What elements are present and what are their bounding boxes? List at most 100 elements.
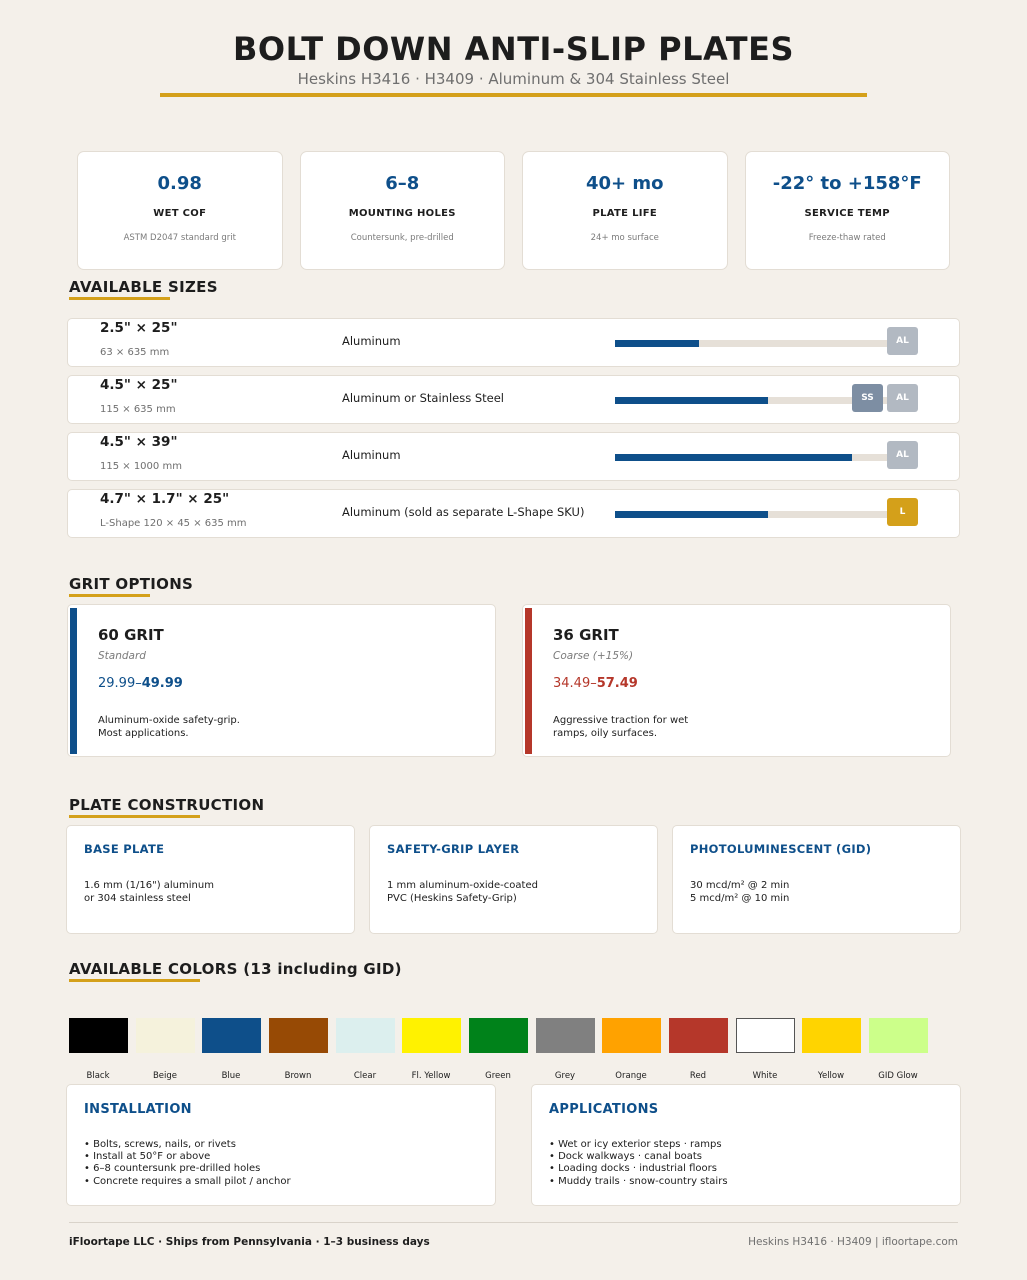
grit-price: 29.99–49.99 [98, 676, 183, 691]
color-swatch [202, 1018, 261, 1053]
color-swatch [469, 1018, 528, 1053]
page-header: BOLT DOWN ANTI-SLIP PLATES Heskins H3416… [0, 30, 1027, 88]
stat-card-plate-life: 40+ mo PLATE LIFE 24+ mo surface [522, 151, 728, 270]
color-label: Orange [615, 1071, 647, 1081]
grit-name: 36 GRIT [553, 626, 619, 644]
grit-type: Coarse (+15%) [553, 650, 634, 662]
price-high: 57.49 [596, 676, 638, 691]
color-label: Black [86, 1071, 110, 1081]
color-swatch [269, 1018, 328, 1053]
size-dimension: 2.5" × 25" [100, 320, 178, 336]
size-dimension: 4.5" × 39" [100, 434, 178, 450]
size-material: Aluminum [342, 334, 401, 348]
list-item: • Wet or icy exterior steps · ramps [549, 1139, 722, 1150]
price-low: 29.99– [98, 676, 142, 691]
size-metric: L-Shape 120 × 45 × 635 mm [100, 518, 247, 529]
construction-title: BASE PLATE [84, 842, 165, 856]
stat-value: 40+ mo [585, 173, 664, 194]
color-label: Brown [284, 1071, 312, 1081]
section-underline [69, 815, 200, 818]
grit-type: Standard [98, 650, 146, 662]
construction-body: 30 mcd/m² @ 2 min 5 mcd/m² @ 10 min [690, 880, 790, 904]
size-bar-track [615, 454, 915, 461]
stat-cards: 0.98 WET COF ASTM D2047 standard grit 6–… [77, 151, 950, 270]
size-material: Aluminum [342, 448, 401, 462]
footer-company: iFloortape LLC · Ships from Pennsylvania… [69, 1236, 430, 1248]
size-bar-track [615, 511, 915, 518]
grit-card-60: 60 GRIT Standard 29.99–49.99 Aluminum-ox… [67, 604, 496, 757]
construction-card-photoluminescent: PHOTOLUMINESCENT (GID) 30 mcd/m² @ 2 min… [672, 825, 961, 934]
grit-name: 60 GRIT [98, 626, 164, 644]
stat-card-mounting-holes: 6–8 MOUNTING HOLES Countersunk, pre-dril… [299, 151, 505, 270]
size-bar-fill [615, 511, 768, 518]
grit-price: 34.49–57.49 [553, 676, 638, 691]
size-row: 2.5" × 25" 63 × 635 mm Aluminum AL [67, 318, 960, 367]
construction-body: 1.6 mm (1/16") aluminum or 304 stainless… [84, 880, 214, 904]
color-swatch [336, 1018, 395, 1053]
size-dimension: 4.5" × 25" [100, 377, 178, 393]
title-underline [160, 93, 867, 97]
size-metric: 115 × 635 mm [100, 404, 176, 415]
color-swatch [536, 1018, 595, 1053]
list-item: • Install at 50°F or above [84, 1151, 211, 1163]
applications-title: APPLICATIONS [549, 1102, 659, 1117]
stat-sub: Countersunk, pre-drilled [350, 233, 454, 243]
construction-title: PHOTOLUMINESCENT (GID) [690, 842, 872, 856]
color-swatch [669, 1018, 728, 1053]
section-underline [69, 594, 150, 597]
size-material: Aluminum or Stainless Steel [342, 391, 505, 405]
stat-card-service-temp: -22° to +158°F SERVICE TEMP Freeze-thaw … [744, 151, 950, 270]
material-badge-al: AL [887, 384, 918, 412]
size-dimension: 4.7" × 1.7" × 25" [100, 491, 230, 507]
construction-body: 1 mm aluminum-oxide-coated PVC (Heskins … [387, 880, 538, 904]
stat-card-wet-cof: 0.98 WET COF ASTM D2047 standard grit [77, 151, 283, 270]
size-row: 4.5" × 25" 115 × 635 mm Aluminum or Stai… [67, 375, 960, 424]
color-label: Clear [353, 1071, 377, 1081]
installation-card: INSTALLATION • Bolts, screws, nails, or … [66, 1084, 496, 1206]
size-bar-track [615, 397, 915, 404]
section-underline [69, 979, 200, 982]
stat-sub: 24+ mo surface [590, 233, 659, 243]
construction-card-base-plate: BASE PLATE 1.6 mm (1/16") aluminum or 30… [66, 825, 355, 934]
applications-card: APPLICATIONS • Wet or icy exterior steps… [531, 1084, 961, 1206]
page-title: BOLT DOWN ANTI-SLIP PLATES [233, 30, 794, 68]
list-item: • Bolts, screws, nails, or rivets [84, 1139, 236, 1150]
material-badge-al: AL [887, 441, 918, 469]
size-metric: 63 × 635 mm [100, 347, 170, 358]
section-underline [69, 297, 170, 300]
color-label: White [752, 1071, 778, 1081]
size-row: 4.5" × 39" 115 × 1000 mm Aluminum AL [67, 432, 960, 481]
section-title-colors: AVAILABLE COLORS (13 including GID) [69, 960, 402, 978]
price-low: 34.49– [553, 676, 597, 691]
section-title-grit: GRIT OPTIONS [69, 575, 194, 593]
color-label: Yellow [817, 1071, 845, 1081]
grit-card-36: 36 GRIT Coarse (+15%) 34.49–57.49 Aggres… [522, 604, 951, 757]
grit-description: Aluminum-oxide safety-grip. Most applica… [98, 715, 240, 739]
color-swatch [802, 1018, 861, 1053]
color-label: Beige [152, 1071, 178, 1081]
construction-card-safety-grip: SAFETY-GRIP LAYER 1 mm aluminum-oxide-co… [369, 825, 658, 934]
construction-title: SAFETY-GRIP LAYER [387, 842, 520, 856]
stat-label: MOUNTING HOLES [348, 208, 456, 219]
color-label: GID Glow [878, 1071, 918, 1081]
stat-label: PLATE LIFE [592, 208, 658, 219]
size-metric: 115 × 1000 mm [100, 461, 182, 472]
list-item: • Loading docks · industrial floors [549, 1163, 717, 1175]
color-swatch [402, 1018, 461, 1053]
color-label: Grey [554, 1071, 576, 1081]
page-subtitle: Heskins H3416 · H3409 · Aluminum & 304 S… [297, 70, 730, 88]
color-label: Blue [221, 1071, 241, 1081]
color-swatch [602, 1018, 661, 1053]
list-item: • Muddy trails · snow-country stairs [549, 1175, 728, 1187]
size-row: 4.7" × 1.7" × 25" L-Shape 120 × 45 × 635… [67, 489, 960, 538]
size-bar-fill [615, 340, 699, 347]
color-swatch [69, 1018, 128, 1053]
stat-label: WET COF [153, 208, 207, 219]
color-label: Green [485, 1071, 511, 1081]
section-title-construction: PLATE CONSTRUCTION [69, 796, 265, 814]
size-material: Aluminum (sold as separate L-Shape SKU) [342, 505, 585, 519]
size-bar-fill [615, 454, 852, 461]
color-swatch [736, 1018, 795, 1053]
price-high: 49.99 [141, 676, 183, 691]
color-swatch [136, 1018, 195, 1053]
